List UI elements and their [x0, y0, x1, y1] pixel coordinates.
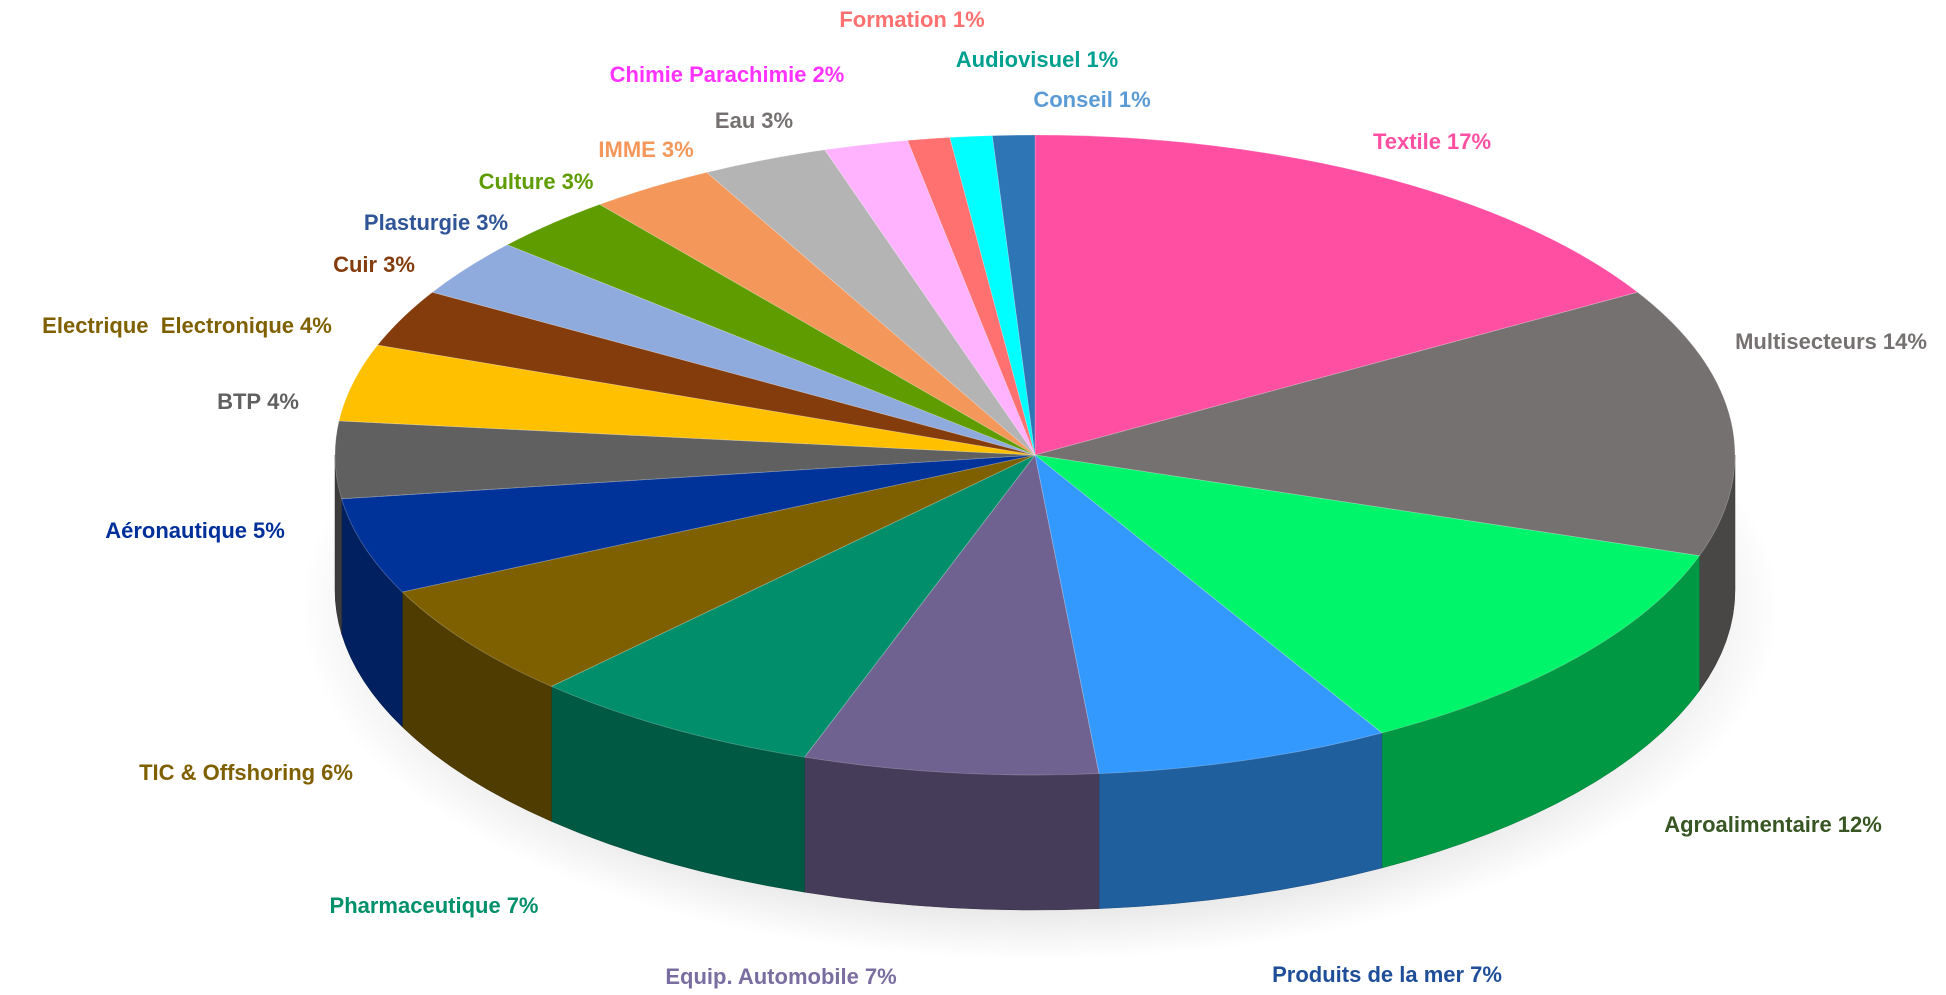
pie-slice	[991, 134, 1036, 456]
slice-label: Multisecteurs 14%	[1735, 329, 1927, 354]
slice-category: Plasturgie	[364, 210, 470, 235]
slice-category: Agroalimentaire	[1664, 812, 1832, 837]
slice-category: Electrique Electronique	[42, 313, 294, 338]
slice-value-label: 5%	[253, 518, 285, 543]
pie-slice	[949, 135, 1036, 456]
slice-label: Chimie Parachimie 2%	[610, 62, 845, 87]
slice-value-label: 17%	[1447, 129, 1491, 154]
slice-category: Culture	[479, 169, 556, 194]
slice-category: Eau	[715, 108, 755, 133]
pie-slice	[431, 244, 1036, 456]
slice-label: Audiovisuel 1%	[956, 47, 1118, 72]
slice-label: Eau 3%	[715, 108, 793, 133]
pie-slice	[506, 203, 1036, 456]
slice-value-label: 1%	[953, 7, 985, 32]
slice-category: Aéronautique	[105, 518, 247, 543]
slice-value-label: 7%	[507, 893, 539, 918]
slice-value-label: 3%	[383, 252, 415, 277]
slice-label: Culture 3%	[479, 169, 594, 194]
pie-slice	[341, 454, 1036, 593]
slice-label: TIC & Offshoring 6%	[139, 760, 353, 785]
slice-label: Formation 1%	[839, 7, 984, 32]
pie-slice	[334, 420, 1036, 500]
slice-label: Conseil 1%	[1033, 87, 1150, 112]
slice-label: Cuir 3%	[333, 252, 415, 277]
slice-label: BTP 4%	[217, 389, 299, 414]
slice-label: Textile 17%	[1373, 129, 1491, 154]
slice-category: Chimie Parachimie	[610, 62, 807, 87]
slice-value-label: 4%	[267, 389, 299, 414]
slice-label: Agroalimentaire 12%	[1664, 812, 1882, 837]
slice-category: Cuir	[333, 252, 377, 277]
slice-label: IMME 3%	[598, 137, 693, 162]
slice-value-label: 2%	[813, 62, 845, 87]
slice-label: Produits de la mer 7%	[1272, 962, 1502, 987]
pie-slice	[1034, 134, 1639, 456]
slice-category: Pharmaceutique	[330, 893, 501, 918]
slice-value-label: 3%	[662, 137, 694, 162]
slice-value-label: 7%	[1470, 962, 1502, 987]
pie-slice	[803, 454, 1100, 776]
slice-value-label: 1%	[1119, 87, 1151, 112]
pie-slice	[824, 139, 1036, 456]
slice-value-label: 14%	[1883, 329, 1927, 354]
slice-value-label: 3%	[562, 169, 594, 194]
pie-slice	[1034, 453, 1383, 775]
slice-label: Equip. Automobile 7%	[665, 964, 896, 989]
slice-category: Equip. Automobile	[665, 964, 859, 989]
slice-label: Pharmaceutique 7%	[330, 893, 539, 918]
slice-label: Plasturgie 3%	[364, 210, 508, 235]
pie-side	[804, 756, 1100, 911]
slice-category: Multisecteurs	[1735, 329, 1877, 354]
pie-slice	[1034, 291, 1736, 557]
slice-category: Textile	[1373, 129, 1441, 154]
pie-slice	[338, 344, 1036, 456]
slice-value-label: 4%	[300, 313, 332, 338]
slice-label: Electrique Electronique 4%	[42, 313, 332, 338]
slice-category: Produits de la mer	[1272, 962, 1464, 987]
pie-slice	[907, 136, 1036, 456]
pie-slice	[1033, 454, 1701, 734]
pie-slice	[550, 454, 1036, 758]
slice-value-label: 12%	[1838, 812, 1882, 837]
slice-category: Audiovisuel	[956, 47, 1081, 72]
slice-category: Conseil	[1033, 87, 1112, 112]
slice-value-label: 1%	[1086, 47, 1118, 72]
slice-value-label: 7%	[865, 964, 897, 989]
slice-category: Formation	[839, 7, 947, 32]
pie-slice	[401, 454, 1036, 687]
pie-slice	[705, 149, 1036, 456]
slice-category: TIC & Offshoring	[139, 760, 315, 785]
slice-value-label: 3%	[476, 210, 508, 235]
slice-category: BTP	[217, 389, 261, 414]
slice-label: Aéronautique 5%	[105, 518, 285, 543]
pie-slice	[376, 291, 1036, 456]
slice-value-label: 6%	[321, 760, 353, 785]
slice-category: IMME	[598, 137, 655, 162]
slice-value-label: 3%	[761, 108, 793, 133]
pie-slice	[598, 171, 1036, 456]
